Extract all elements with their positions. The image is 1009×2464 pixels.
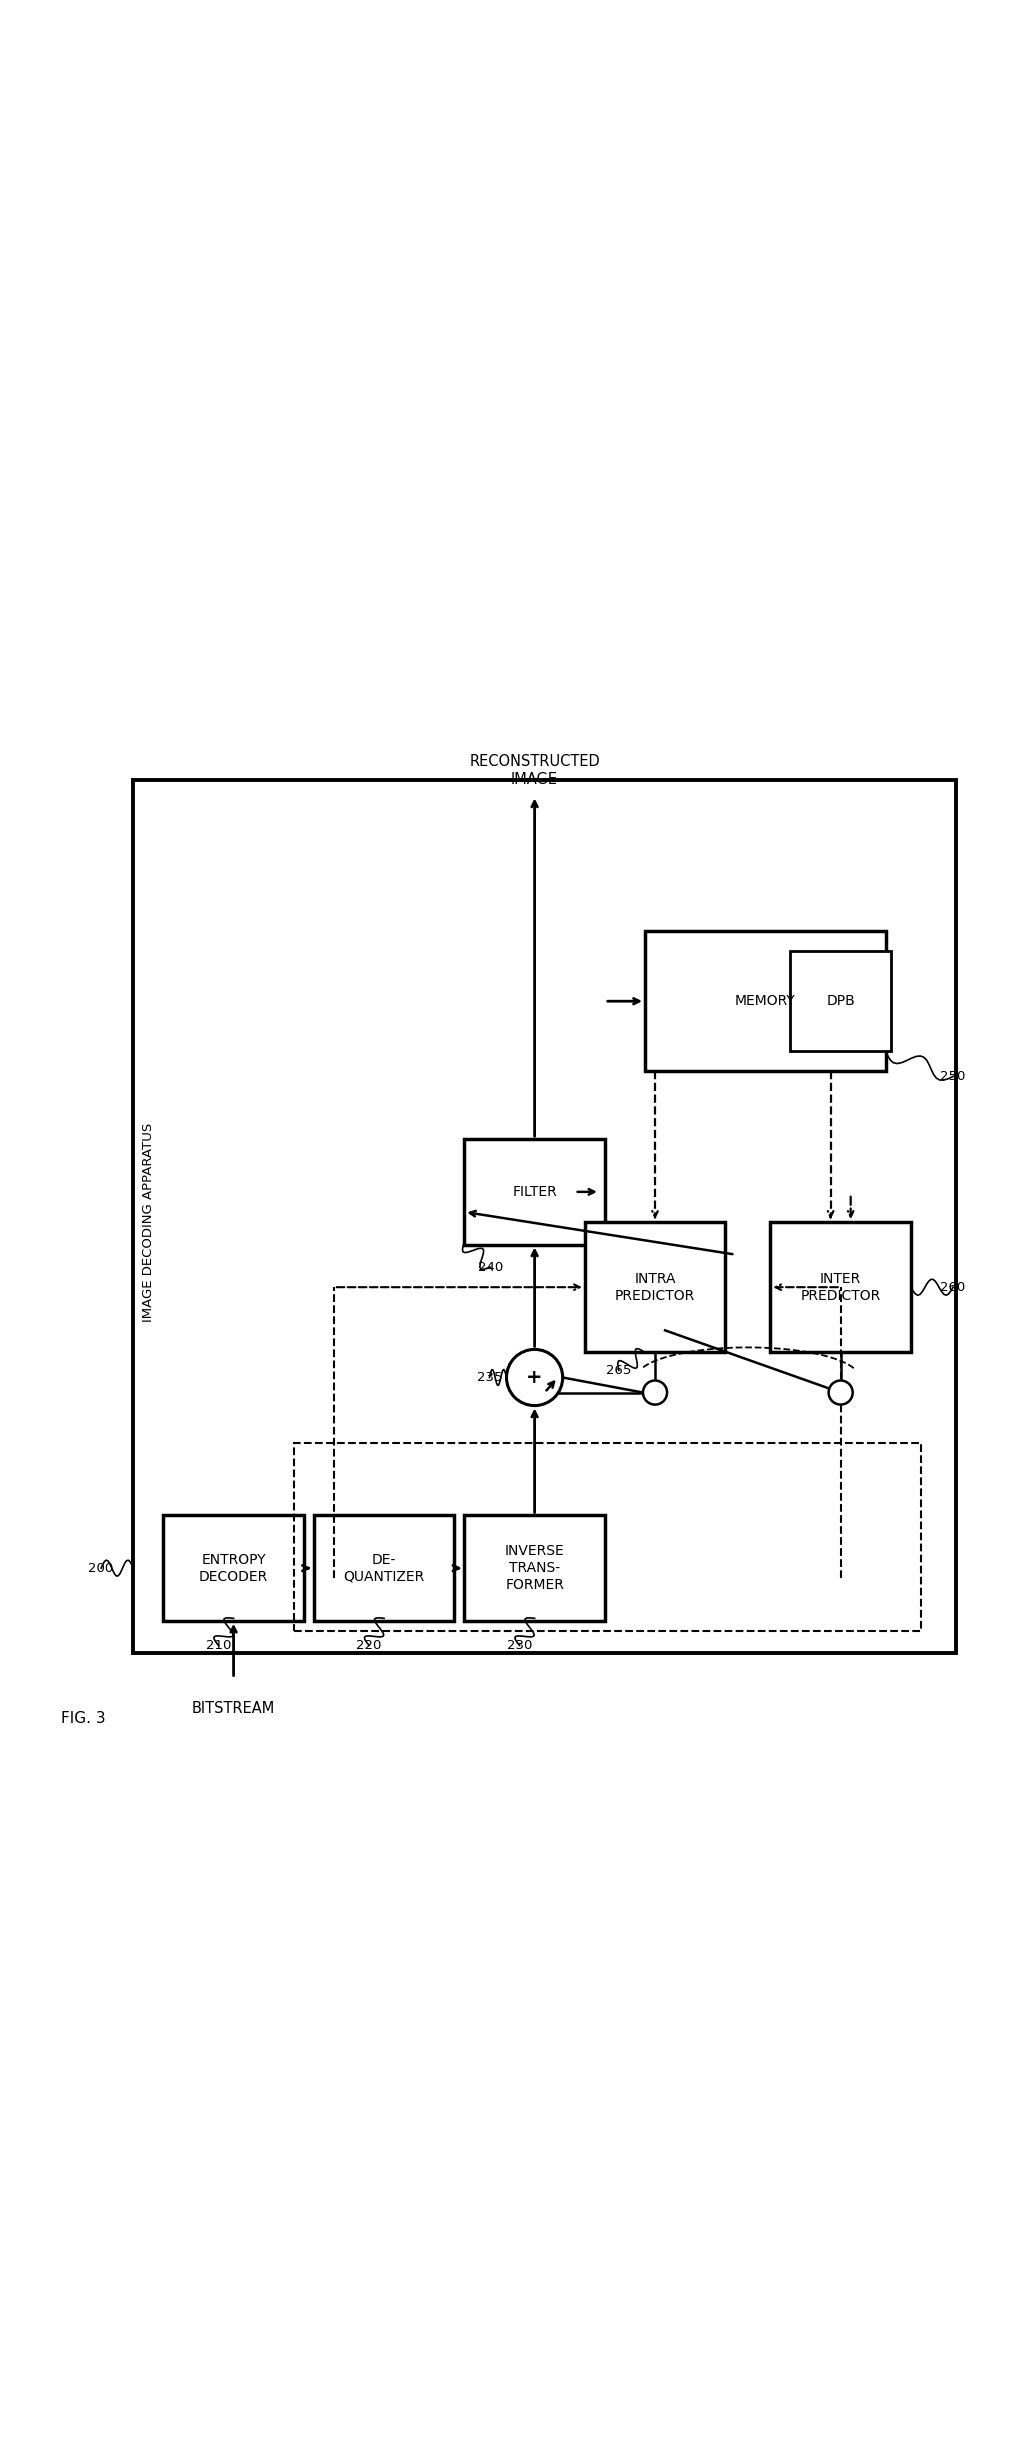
Bar: [464, 1515, 604, 1621]
Circle shape: [828, 1380, 853, 1404]
Text: FILTER: FILTER: [513, 1185, 557, 1200]
Text: INTRA
PREDICTOR: INTRA PREDICTOR: [614, 1271, 695, 1303]
Text: BITSTREAM: BITSTREAM: [192, 1700, 275, 1715]
Text: MEMORY: MEMORY: [735, 993, 796, 1008]
Text: DE-
QUANTIZER: DE- QUANTIZER: [343, 1552, 425, 1584]
Bar: [645, 931, 886, 1072]
Circle shape: [507, 1350, 563, 1404]
Text: ENTROPY
DECODER: ENTROPY DECODER: [199, 1552, 268, 1584]
Text: +: +: [527, 1368, 543, 1387]
Text: DPB: DPB: [826, 993, 855, 1008]
Text: 240: 240: [478, 1262, 503, 1274]
Text: 260: 260: [940, 1281, 966, 1294]
Bar: [771, 1222, 911, 1353]
Bar: [790, 951, 891, 1052]
Text: INTER
PREDICTOR: INTER PREDICTOR: [800, 1271, 881, 1303]
Text: 235: 235: [476, 1370, 502, 1385]
Text: 250: 250: [940, 1069, 966, 1084]
Text: 200: 200: [89, 1562, 114, 1574]
Bar: [464, 1138, 604, 1244]
Text: 210: 210: [206, 1639, 231, 1651]
Text: RECONSTRUCTED
IMAGE: RECONSTRUCTED IMAGE: [469, 754, 600, 786]
Bar: [314, 1515, 454, 1621]
Bar: [585, 1222, 725, 1353]
Text: 265: 265: [606, 1365, 632, 1377]
Bar: [163, 1515, 304, 1621]
Text: FIG. 3: FIG. 3: [61, 1710, 105, 1727]
Text: 220: 220: [356, 1639, 381, 1651]
Text: INVERSE
TRANS-
FORMER: INVERSE TRANS- FORMER: [504, 1545, 564, 1592]
Circle shape: [643, 1380, 667, 1404]
Bar: [294, 1444, 921, 1631]
Bar: [133, 781, 957, 1653]
Text: IMAGE DECODING APPARATUS: IMAGE DECODING APPARATUS: [142, 1121, 154, 1321]
Text: 230: 230: [507, 1639, 532, 1651]
